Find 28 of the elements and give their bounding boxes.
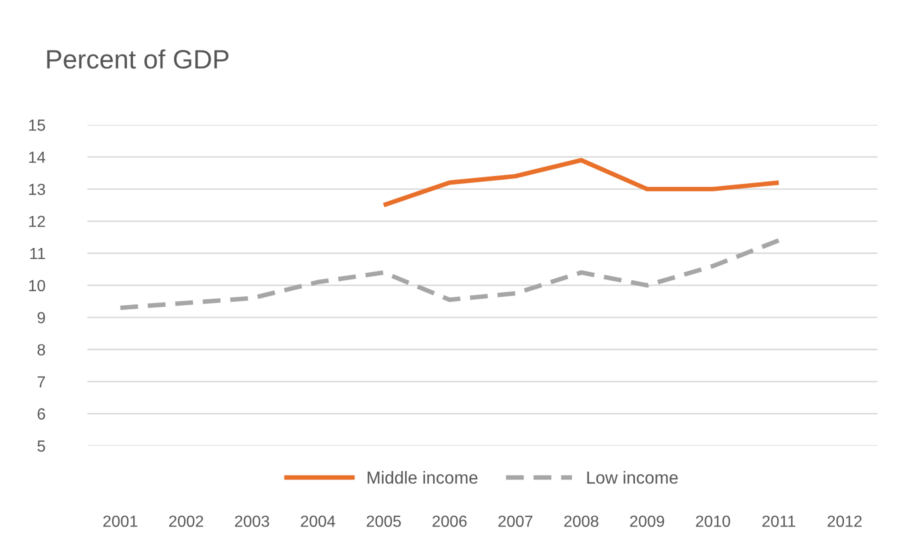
legend-label: Middle income <box>368 471 478 484</box>
y-tick-label: 11 <box>30 248 45 260</box>
x-tick-label: 2008 <box>564 516 598 527</box>
line-series <box>381 158 782 208</box>
y-tick-label: 6 <box>38 408 46 420</box>
x-tick-label: 2002 <box>169 516 204 527</box>
x-tick-label: 2007 <box>498 516 532 527</box>
y-tick-label: 8 <box>38 344 46 356</box>
x-tick-label: 2003 <box>235 516 270 527</box>
y-tick-label: 9 <box>38 312 45 324</box>
line-series <box>118 238 782 310</box>
chart-title: Percent of GDP <box>47 49 228 69</box>
y-tick-label: 10 <box>29 280 46 292</box>
x-tick-label: 2001 <box>103 516 138 527</box>
x-tick-label: 2012 <box>828 516 862 527</box>
y-tick-label: 15 <box>29 120 46 131</box>
x-tick-label: 2011 <box>762 516 796 527</box>
x-tick-label: 2006 <box>432 516 467 527</box>
x-tick-label: 2005 <box>366 516 401 527</box>
y-tick-label: 7 <box>38 376 45 388</box>
y-tick-label: 5 <box>37 440 46 452</box>
y-tick-label: 12 <box>29 216 45 227</box>
legend-label: Low income <box>587 471 678 484</box>
x-tick-label: 2004 <box>300 516 336 527</box>
x-tick-label: 2010 <box>696 516 730 527</box>
y-tick-label: 13 <box>29 184 46 195</box>
y-tick-label: 14 <box>29 152 46 163</box>
x-tick-label: 2009 <box>630 516 664 527</box>
